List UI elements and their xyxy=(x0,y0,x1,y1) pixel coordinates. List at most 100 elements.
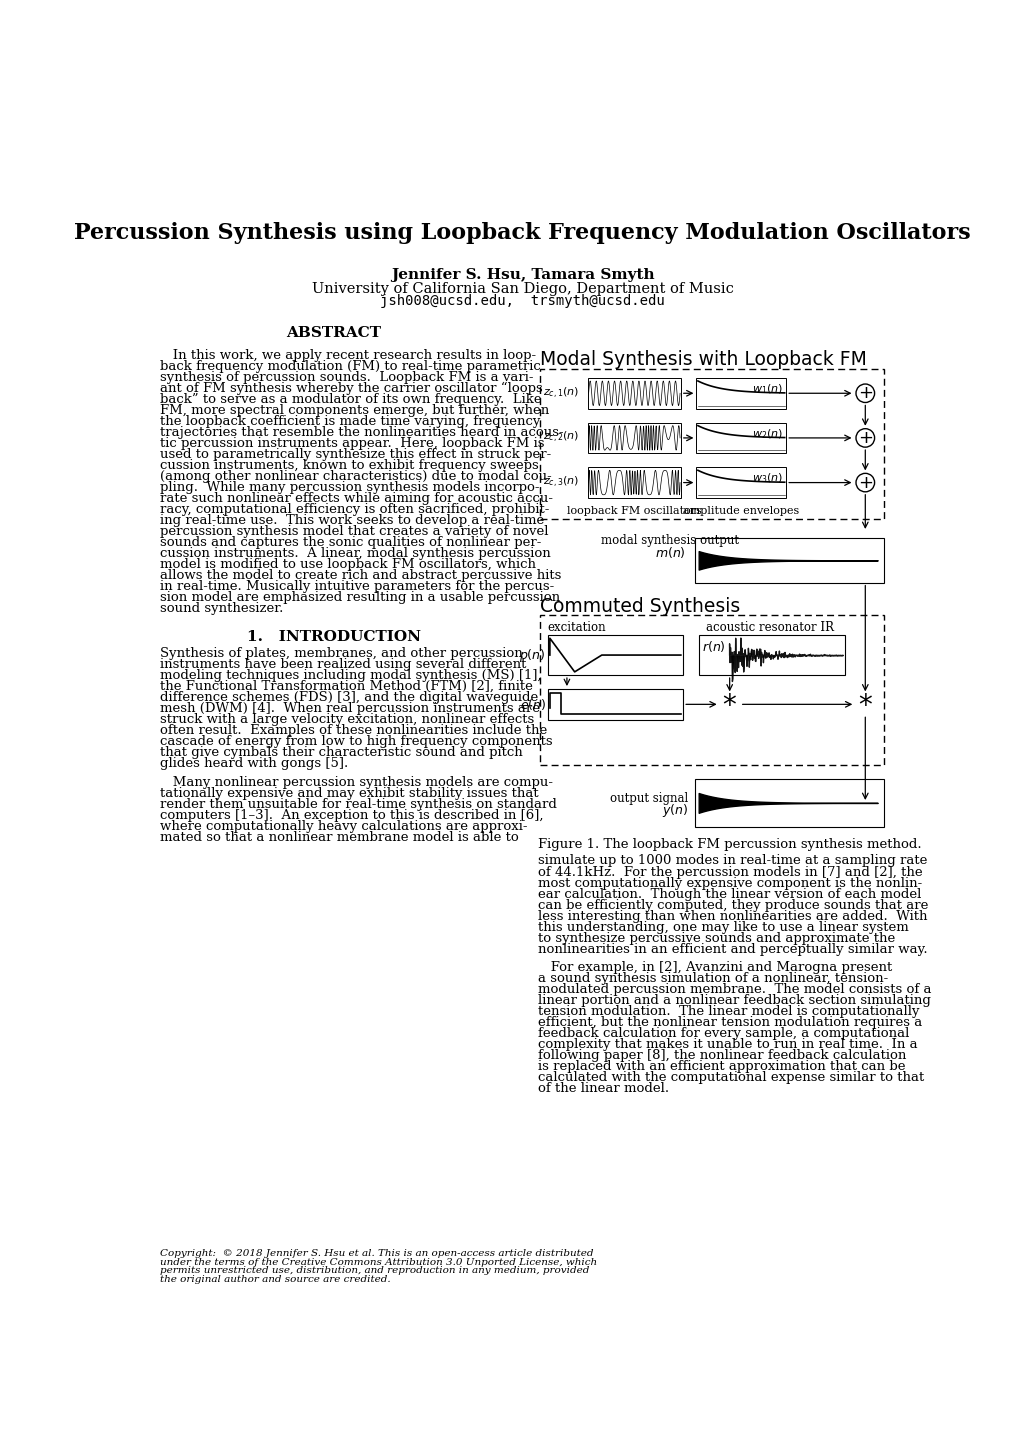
Text: 1.   INTRODUCTION: 1. INTRODUCTION xyxy=(247,630,420,643)
Text: $*$: $*$ xyxy=(857,691,872,718)
Bar xyxy=(698,634,845,675)
Text: $p(n)$: $p(n)$ xyxy=(519,646,545,663)
Text: the Functional Transformation Method (FTM) [2], finite: the Functional Transformation Method (FT… xyxy=(160,679,532,692)
Text: modeling techniques including modal synthesis (MS) [1],: modeling techniques including modal synt… xyxy=(160,669,541,682)
Text: ABSTRACT: ABSTRACT xyxy=(286,326,381,340)
Bar xyxy=(587,467,681,497)
Text: $r(n)$: $r(n)$ xyxy=(701,639,725,653)
Text: University of California San Diego, Department of Music: University of California San Diego, Depa… xyxy=(312,281,733,296)
Text: output signal: output signal xyxy=(609,792,688,805)
Text: Many nonlinear percussion synthesis models are compu-: Many nonlinear percussion synthesis mode… xyxy=(160,776,552,789)
Text: nonlinearities in an efficient and perceptually similar way.: nonlinearities in an efficient and perce… xyxy=(538,943,927,956)
Text: often result.  Examples of these nonlinearities include the: often result. Examples of these nonlinea… xyxy=(160,724,547,737)
Text: complexity that makes it unable to run in real time.  In a: complexity that makes it unable to run i… xyxy=(538,1038,917,1051)
Text: ear calculation.  Though the linear version of each model: ear calculation. Though the linear versi… xyxy=(538,887,921,900)
Text: $e(n)$: $e(n)$ xyxy=(520,696,545,712)
Text: +: + xyxy=(857,428,872,447)
Text: efficient, but the nonlinear tension modulation requires a: efficient, but the nonlinear tension mod… xyxy=(538,1017,921,1030)
Text: simulate up to 1000 modes in real-time at a sampling rate: simulate up to 1000 modes in real-time a… xyxy=(538,855,926,868)
Text: feedback calculation for every sample, a computational: feedback calculation for every sample, a… xyxy=(538,1027,909,1040)
Text: in real-time. Musically intuitive parameters for the percus-: in real-time. Musically intuitive parame… xyxy=(160,580,553,593)
Text: Synthesis of plates, membranes, and other percussion: Synthesis of plates, membranes, and othe… xyxy=(160,647,523,660)
Text: sound synthesizer.: sound synthesizer. xyxy=(160,601,283,614)
Text: calculated with the computational expense similar to that: calculated with the computational expens… xyxy=(538,1071,923,1084)
Text: Copyright:  © 2018 Jennifer S. Hsu et al. This is an open-access article distrib: Copyright: © 2018 Jennifer S. Hsu et al.… xyxy=(160,1250,593,1259)
Bar xyxy=(547,634,683,675)
Bar xyxy=(696,423,786,453)
Text: back frequency modulation (FM) to real-time parametric: back frequency modulation (FM) to real-t… xyxy=(160,359,540,372)
Text: $z_{c,1}(n)$: $z_{c,1}(n)$ xyxy=(542,385,579,401)
Text: cascade of energy from low to high frequency components: cascade of energy from low to high frequ… xyxy=(160,735,552,748)
Text: difference schemes (FDS) [3], and the digital waveguide: difference schemes (FDS) [3], and the di… xyxy=(160,691,538,704)
Text: percussion synthesis model that creates a variety of novel: percussion synthesis model that creates … xyxy=(160,525,548,538)
Text: Commuted Synthesis: Commuted Synthesis xyxy=(539,597,740,616)
Text: the original author and source are credited.: the original author and source are credi… xyxy=(160,1275,390,1283)
Bar xyxy=(587,423,681,453)
Text: $m(n)$: $m(n)$ xyxy=(654,545,685,559)
Text: $y(n)$: $y(n)$ xyxy=(661,802,688,819)
Text: sounds and captures the sonic qualities of nonlinear per-: sounds and captures the sonic qualities … xyxy=(160,536,541,549)
Bar xyxy=(694,538,883,583)
Text: $w_2(n)$: $w_2(n)$ xyxy=(751,427,783,441)
Text: Jennifer S. Hsu, Tamara Smyth: Jennifer S. Hsu, Tamara Smyth xyxy=(390,268,654,281)
Text: Figure 1. The loopback FM percussion synthesis method.: Figure 1. The loopback FM percussion syn… xyxy=(538,838,921,851)
Text: racy, computational efficiency is often sacrificed, prohibit-: racy, computational efficiency is often … xyxy=(160,503,549,516)
Bar xyxy=(696,467,786,497)
Text: tic percussion instruments appear.  Here, loopback FM is: tic percussion instruments appear. Here,… xyxy=(160,437,544,450)
Text: acoustic resonator IR: acoustic resonator IR xyxy=(706,622,834,634)
Text: $w_1(n)$: $w_1(n)$ xyxy=(751,382,783,397)
Text: allows the model to create rich and abstract percussive hits: allows the model to create rich and abst… xyxy=(160,568,560,581)
Text: mated so that a nonlinear membrane model is able to: mated so that a nonlinear membrane model… xyxy=(160,831,519,844)
Text: sion model are emphasized resulting in a usable percussion: sion model are emphasized resulting in a… xyxy=(160,591,559,604)
Text: Percussion Synthesis using Loopback Frequency Modulation Oscillators: Percussion Synthesis using Loopback Freq… xyxy=(74,222,970,244)
Text: linear portion and a nonlinear feedback section simulating: linear portion and a nonlinear feedback … xyxy=(538,995,930,1008)
Bar xyxy=(587,378,681,408)
Text: that give cymbals their characteristic sound and pitch: that give cymbals their characteristic s… xyxy=(160,746,523,758)
Text: where computationally heavy calculations are approxi-: where computationally heavy calculations… xyxy=(160,819,527,832)
Text: $z_{c,2}(n)$: $z_{c,2}(n)$ xyxy=(542,430,579,446)
Text: of 44.1kHz.  For the percussion models in [7] and [2], the: of 44.1kHz. For the percussion models in… xyxy=(538,865,922,878)
Text: cussion instruments.  A linear, modal synthesis percussion: cussion instruments. A linear, modal syn… xyxy=(160,547,550,559)
Bar xyxy=(694,779,883,826)
Bar xyxy=(696,378,786,408)
Text: (among other nonlinear characteristics) due to modal cou-: (among other nonlinear characteristics) … xyxy=(160,470,551,483)
Text: jsh008@ucsd.edu,  trsmyth@ucsd.edu: jsh008@ucsd.edu, trsmyth@ucsd.edu xyxy=(380,294,664,307)
Text: used to parametrically synthesize this effect in struck per-: used to parametrically synthesize this e… xyxy=(160,447,550,460)
Text: ant of FM synthesis whereby the carrier oscillator “loops: ant of FM synthesis whereby the carrier … xyxy=(160,382,542,395)
Text: $*$: $*$ xyxy=(721,691,737,718)
Text: modulated percussion membrane.  The model consists of a: modulated percussion membrane. The model… xyxy=(538,983,930,996)
Text: ing real-time use.  This work seeks to develop a real-time: ing real-time use. This work seeks to de… xyxy=(160,513,544,526)
Text: pling.  While many percussion synthesis models incorpo-: pling. While many percussion synthesis m… xyxy=(160,480,539,493)
Text: permits unrestricted use, distribution, and reproduction in any medium, provided: permits unrestricted use, distribution, … xyxy=(160,1266,589,1275)
Text: For example, in [2], Avanzini and Marogna present: For example, in [2], Avanzini and Marogn… xyxy=(538,962,892,975)
Text: of the linear model.: of the linear model. xyxy=(538,1083,668,1096)
Text: the loopback coefficient is made time varying, frequency: the loopback coefficient is made time va… xyxy=(160,415,540,428)
Text: less interesting than when nonlinearities are added.  With: less interesting than when nonlinearitie… xyxy=(538,910,927,923)
Text: this understanding, one may like to use a linear system: this understanding, one may like to use … xyxy=(538,920,908,933)
Text: to synthesize percussive sounds and approximate the: to synthesize percussive sounds and appr… xyxy=(538,932,895,945)
Text: trajectories that resemble the nonlinearities heard in acous-: trajectories that resemble the nonlinear… xyxy=(160,425,564,438)
Text: tationally expensive and may exhibit stability issues that: tationally expensive and may exhibit sta… xyxy=(160,786,538,799)
Text: +: + xyxy=(857,384,872,402)
Text: synthesis of percussion sounds.  Loopback FM is a vari-: synthesis of percussion sounds. Loopback… xyxy=(160,371,533,384)
Text: is replaced with an efficient approximation that can be: is replaced with an efficient approximat… xyxy=(538,1060,905,1073)
Text: Modal Synthesis with Loopback FM: Modal Synthesis with Loopback FM xyxy=(539,350,866,369)
Text: $z_{c,3}(n)$: $z_{c,3}(n)$ xyxy=(542,474,579,490)
Text: loopback FM oscillators: loopback FM oscillators xyxy=(567,506,701,516)
Text: model is modified to use loopback FM oscillators, which: model is modified to use loopback FM osc… xyxy=(160,558,536,571)
Text: $w_3(n)$: $w_3(n)$ xyxy=(751,472,783,486)
Text: most computationally expensive component is the nonlin-: most computationally expensive component… xyxy=(538,877,921,890)
Text: glides heard with gongs [5].: glides heard with gongs [5]. xyxy=(160,757,347,770)
Text: tension modulation.  The linear model is computationally: tension modulation. The linear model is … xyxy=(538,1005,919,1018)
Text: rate such nonlinear effects while aiming for acoustic accu-: rate such nonlinear effects while aiming… xyxy=(160,492,552,505)
Text: mesh (DWM) [4].  When real percussion instruments are: mesh (DWM) [4]. When real percussion ins… xyxy=(160,702,539,715)
Text: back” to serve as a modulator of its own frequency.  Like: back” to serve as a modulator of its own… xyxy=(160,392,541,405)
Text: excitation: excitation xyxy=(547,622,605,634)
Text: amplitude envelopes: amplitude envelopes xyxy=(683,506,799,516)
Text: struck with a large velocity excitation, nonlinear effects: struck with a large velocity excitation,… xyxy=(160,712,534,725)
Text: cussion instruments, known to exhibit frequency sweeps: cussion instruments, known to exhibit fr… xyxy=(160,459,538,472)
Text: FM, more spectral components emerge, but further, when: FM, more spectral components emerge, but… xyxy=(160,404,549,417)
Text: can be efficiently computed, they produce sounds that are: can be efficiently computed, they produc… xyxy=(538,898,927,911)
Text: render them unsuitable for real-time synthesis on standard: render them unsuitable for real-time syn… xyxy=(160,797,556,810)
Text: modal synthesis output: modal synthesis output xyxy=(600,534,739,547)
